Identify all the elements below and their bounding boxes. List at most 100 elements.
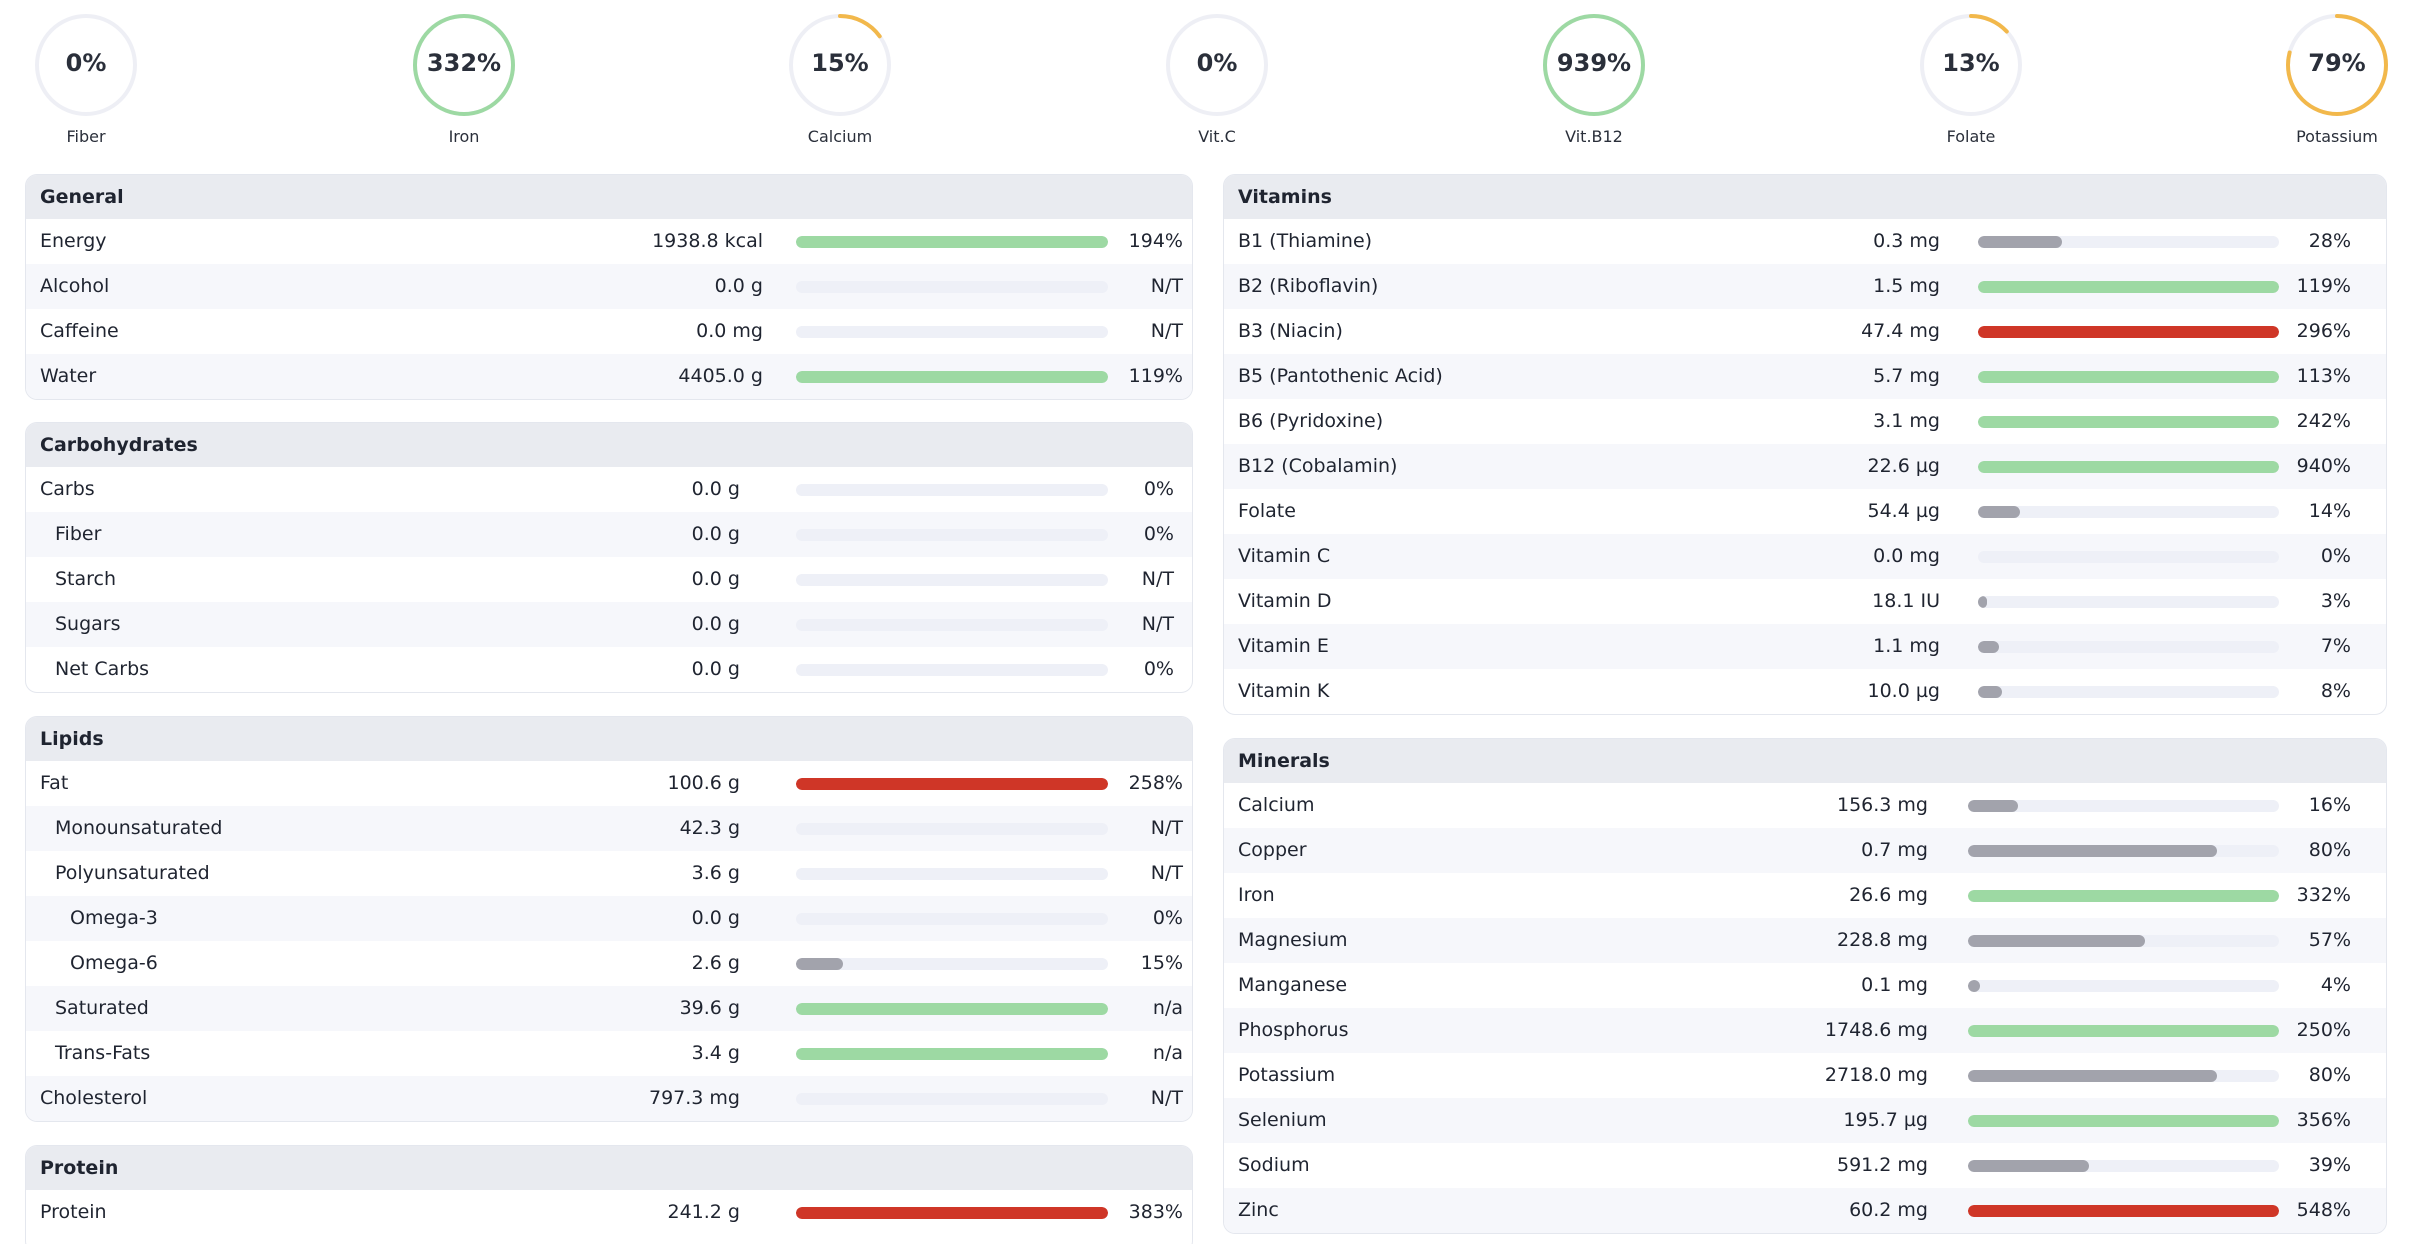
minerals-rows: Calcium 156.3 mg 16% Copper 0.7 mg 80% Iron 26.… bbox=[1224, 783, 2386, 1233]
nutrient-row-manganese[interactable]: Manganese 0.1 mg 4% bbox=[1224, 963, 2386, 1008]
ring-label: Iron bbox=[448, 127, 480, 146]
progress-bar-track bbox=[1968, 980, 2279, 992]
nutrient-amount: 0.1 mg bbox=[1861, 974, 1928, 996]
nutrient-row-magnesium[interactable]: Magnesium 228.8 mg 57% bbox=[1224, 918, 2386, 963]
nutrient-row-folate[interactable]: Folate 54.4 µg 14% bbox=[1224, 489, 2386, 534]
nutrient-name: Copper bbox=[1238, 839, 1307, 861]
nutrient-name: Manganese bbox=[1238, 974, 1348, 996]
ring-label: Vit.C bbox=[1198, 127, 1236, 146]
general-card: General Energy 1938.8 kcal 194% Alcohol 0.0 … bbox=[25, 174, 1193, 400]
nutrient-row-phosphorus[interactable]: Phosphorus 1748.6 mg 250% bbox=[1224, 1008, 2386, 1053]
nutrient-name: Cholesterol bbox=[40, 1087, 148, 1109]
nutrient-name: Vitamin C bbox=[1238, 545, 1331, 567]
nutrient-amount: 42.3 g bbox=[679, 817, 740, 839]
nutrient-name: Omega-6 bbox=[70, 952, 158, 974]
nutrient-row-b12-cobalamin[interactable]: B12 (Cobalamin) 22.6 µg 940% bbox=[1224, 444, 2386, 489]
ring-progress-icon bbox=[1920, 14, 2022, 116]
nutrient-row-b3-niacin[interactable]: B3 (Niacin) 47.4 mg 296% bbox=[1224, 309, 2386, 354]
nutrient-amount: 18.1 IU bbox=[1872, 590, 1940, 612]
nutrient-row-iron[interactable]: Iron 26.6 mg 332% bbox=[1224, 873, 2386, 918]
nutrient-row-fiber[interactable]: Fiber 0.0 g 0% bbox=[26, 512, 1192, 557]
nutrient-row-polyunsaturated[interactable]: Polyunsaturated 3.6 g N/T bbox=[26, 851, 1192, 896]
progress-bar-track bbox=[1978, 371, 2279, 383]
nutrient-row-vitamin-d[interactable]: Vitamin D 18.1 IU 3% bbox=[1224, 579, 2386, 624]
nutrient-amount: 2718.0 mg bbox=[1824, 1064, 1928, 1086]
nutrient-row-omega-3[interactable]: Omega-3 0.0 g 0% bbox=[26, 896, 1192, 941]
nutrient-row-caffeine[interactable]: Caffeine 0.0 mg N/T bbox=[26, 309, 1192, 354]
nutrient-row-selenium[interactable]: Selenium 195.7 µg 356% bbox=[1224, 1098, 2386, 1143]
nutrient-name: Alcohol bbox=[40, 275, 110, 297]
nutrient-row-vitamin-e[interactable]: Vitamin E 1.1 mg 7% bbox=[1224, 624, 2386, 669]
lipids-card-title: Lipids bbox=[26, 717, 1192, 761]
nutrient-name: Polyunsaturated bbox=[55, 862, 210, 884]
nutrient-row-copper[interactable]: Copper 0.7 mg 80% bbox=[1224, 828, 2386, 873]
nutrient-amount: 591.2 mg bbox=[1836, 1154, 1928, 1176]
lipids-rows: Fat 100.6 g 258% Monounsaturated 42.3 g N/T Po… bbox=[26, 761, 1192, 1121]
nutrient-name: Protein bbox=[40, 1201, 107, 1223]
nutrient-row-b5-pantothenic-acid[interactable]: B5 (Pantothenic Acid) 5.7 mg 113% bbox=[1224, 354, 2386, 399]
nutrient-row-zinc[interactable]: Zinc 60.2 mg 548% bbox=[1224, 1188, 2386, 1233]
nutrient-row-saturated[interactable]: Saturated 39.6 g n/a bbox=[26, 986, 1192, 1031]
nutrient-row-b1-thiamine[interactable]: B1 (Thiamine) 0.3 mg 28% bbox=[1224, 219, 2386, 264]
nutrient-row-monounsaturated[interactable]: Monounsaturated 42.3 g N/T bbox=[26, 806, 1192, 851]
nutrient-amount: 2.6 g bbox=[691, 952, 740, 974]
nutrient-percent: n/a bbox=[1152, 997, 1183, 1019]
nutrient-row-vitamin-k[interactable]: Vitamin K 10.0 µg 8% bbox=[1224, 669, 2386, 714]
nutrient-row-net-carbs[interactable]: Net Carbs 0.0 g 0% bbox=[26, 647, 1192, 692]
nutrient-name: Saturated bbox=[55, 997, 149, 1019]
vitamins-rows: B1 (Thiamine) 0.3 mg 28% B2 (Riboflavin) 1.5… bbox=[1224, 219, 2386, 714]
progress-bar-track bbox=[1978, 641, 2279, 653]
nutrient-percent: N/T bbox=[1141, 613, 1174, 635]
progress-bar-track bbox=[1968, 1025, 2279, 1037]
nutrient-name: Vitamin E bbox=[1238, 635, 1329, 657]
nutrient-percent: 194% bbox=[1128, 230, 1183, 252]
nutrient-row-protein[interactable]: Protein 241.2 g 383% bbox=[26, 1190, 1192, 1235]
nutrient-name: Phosphorus bbox=[1238, 1019, 1349, 1041]
nutrient-row-fat[interactable]: Fat 100.6 g 258% bbox=[26, 761, 1192, 806]
ring-arc bbox=[413, 14, 515, 116]
nutrient-percent: 383% bbox=[1128, 1201, 1183, 1223]
progress-bar-track bbox=[796, 326, 1108, 338]
nutrient-amount: 0.0 g bbox=[691, 907, 740, 929]
nutrient-name: Calcium bbox=[1238, 794, 1315, 816]
progress-bar-fill bbox=[1968, 1205, 2279, 1217]
nutrient-amount: 54.4 µg bbox=[1867, 500, 1941, 522]
ring-label: Calcium bbox=[807, 127, 873, 146]
progress-bar-fill bbox=[1978, 641, 2000, 653]
nutrient-row-sugars[interactable]: Sugars 0.0 g N/T bbox=[26, 602, 1192, 647]
progress-bar-fill bbox=[1968, 890, 2279, 902]
nutrient-name: B2 (Riboflavin) bbox=[1238, 275, 1379, 297]
nutrient-percent: 0% bbox=[2320, 545, 2351, 567]
nutrient-row-carbs[interactable]: Carbs 0.0 g 0% bbox=[26, 467, 1192, 512]
nutrient-name: B6 (Pyridoxine) bbox=[1238, 410, 1384, 432]
nutrient-row-water[interactable]: Water 4405.0 g 119% bbox=[26, 354, 1192, 399]
ring-progress-icon bbox=[2286, 14, 2388, 116]
ring-value: 939% bbox=[1556, 49, 1632, 77]
nutrient-percent: 0% bbox=[1143, 658, 1174, 680]
nutrient-percent: 80% bbox=[2308, 839, 2351, 861]
ring-progress-icon bbox=[413, 14, 515, 116]
nutrient-row-cholesterol[interactable]: Cholesterol 797.3 mg N/T bbox=[26, 1076, 1192, 1121]
nutrient-row-b2-riboflavin[interactable]: B2 (Riboflavin) 1.5 mg 119% bbox=[1224, 264, 2386, 309]
nutrient-row-b6-pyridoxine[interactable]: B6 (Pyridoxine) 3.1 mg 242% bbox=[1224, 399, 2386, 444]
nutrient-row-trans-fats[interactable]: Trans-Fats 3.4 g n/a bbox=[26, 1031, 1192, 1076]
nutrient-row-alcohol[interactable]: Alcohol 0.0 g N/T bbox=[26, 264, 1192, 309]
nutrient-percent: 57% bbox=[2308, 929, 2351, 951]
nutrient-percent: 80% bbox=[2308, 1064, 2351, 1086]
nutrient-name: Starch bbox=[55, 568, 117, 590]
nutrient-row-sodium[interactable]: Sodium 591.2 mg 39% bbox=[1224, 1143, 2386, 1188]
nutrient-percent: 242% bbox=[2296, 410, 2351, 432]
progress-bar-track bbox=[1968, 1070, 2279, 1082]
nutrient-row-vitamin-c[interactable]: Vitamin C 0.0 mg 0% bbox=[1224, 534, 2386, 579]
nutrient-row-potassium[interactable]: Potassium 2718.0 mg 80% bbox=[1224, 1053, 2386, 1098]
progress-bar-fill bbox=[1968, 1160, 2090, 1172]
nutrient-row-omega-6[interactable]: Omega-6 2.6 g 15% bbox=[26, 941, 1192, 986]
nutrient-row-starch[interactable]: Starch 0.0 g N/T bbox=[26, 557, 1192, 602]
nutrient-row-energy[interactable]: Energy 1938.8 kcal 194% bbox=[26, 219, 1192, 264]
nutrient-row-calcium[interactable]: Calcium 156.3 mg 16% bbox=[1224, 783, 2386, 828]
nutrient-amount: 0.0 mg bbox=[1873, 545, 1940, 567]
ring-value: 0% bbox=[1196, 49, 1238, 77]
ring-label: Potassium bbox=[2296, 127, 2378, 146]
vitamins-card: Vitamins B1 (Thiamine) 0.3 mg 28% B2 (Ribof… bbox=[1223, 174, 2387, 715]
progress-bar-fill bbox=[1968, 1025, 2279, 1037]
